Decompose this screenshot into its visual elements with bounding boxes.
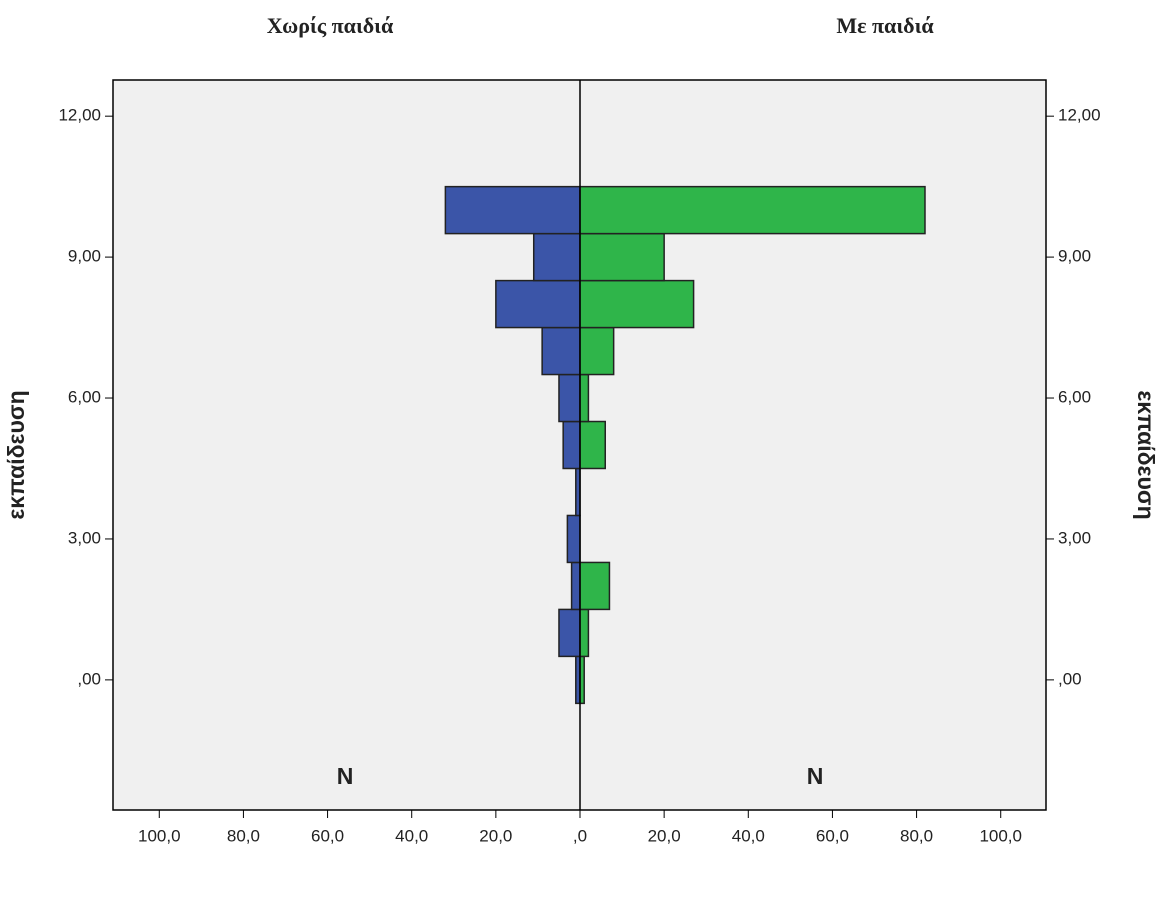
y-axis-label: εκπαίδευση [3,390,29,519]
y-tick-label: 9,00 [68,247,101,266]
bar [444,185,581,235]
bar [562,420,581,470]
x-tick-label: 80,0 [227,826,260,845]
x-tick-label: 100,0 [979,826,1022,845]
x-tick-label: 20,0 [648,826,681,845]
y2-axis-label: εκπαίδευση [1133,390,1159,519]
bar [570,561,581,611]
x-tick-label: 60,0 [816,826,849,845]
y-tick-label: 3,00 [68,528,101,547]
bar [579,608,590,658]
bar [558,608,581,658]
x-tick-label: ,0 [573,826,587,845]
x-tick-label: 40,0 [732,826,765,845]
y2-tick-label: 6,00 [1058,388,1091,407]
x-tick-label: 40,0 [395,826,428,845]
y-tick-label: ,00 [77,669,101,688]
series-title: Με παιδιά [836,13,934,38]
bar [541,326,581,376]
bar [566,514,581,564]
bar [579,279,695,329]
y-tick-label: 12,00 [58,106,101,125]
x-tick-label: 100,0 [138,826,181,845]
y-tick-label: 6,00 [68,388,101,407]
bar [495,279,581,329]
bar [579,232,665,282]
x-axis-label: N [337,763,354,789]
y2-tick-label: 3,00 [1058,528,1091,547]
y2-tick-label: ,00 [1058,669,1082,688]
bar [558,373,581,423]
bar [579,561,611,611]
bar [532,232,581,282]
y2-tick-label: 9,00 [1058,247,1091,266]
series-title: Χωρίς παιδιά [267,13,394,38]
bar [579,185,926,235]
x-tick-label: 60,0 [311,826,344,845]
x-tick-label: 20,0 [479,826,512,845]
x-tick-label: 80,0 [900,826,933,845]
x-axis-label: N [807,763,824,789]
bar [579,420,606,470]
bar [579,373,590,423]
bar [579,326,615,376]
y2-tick-label: 12,00 [1058,106,1101,125]
